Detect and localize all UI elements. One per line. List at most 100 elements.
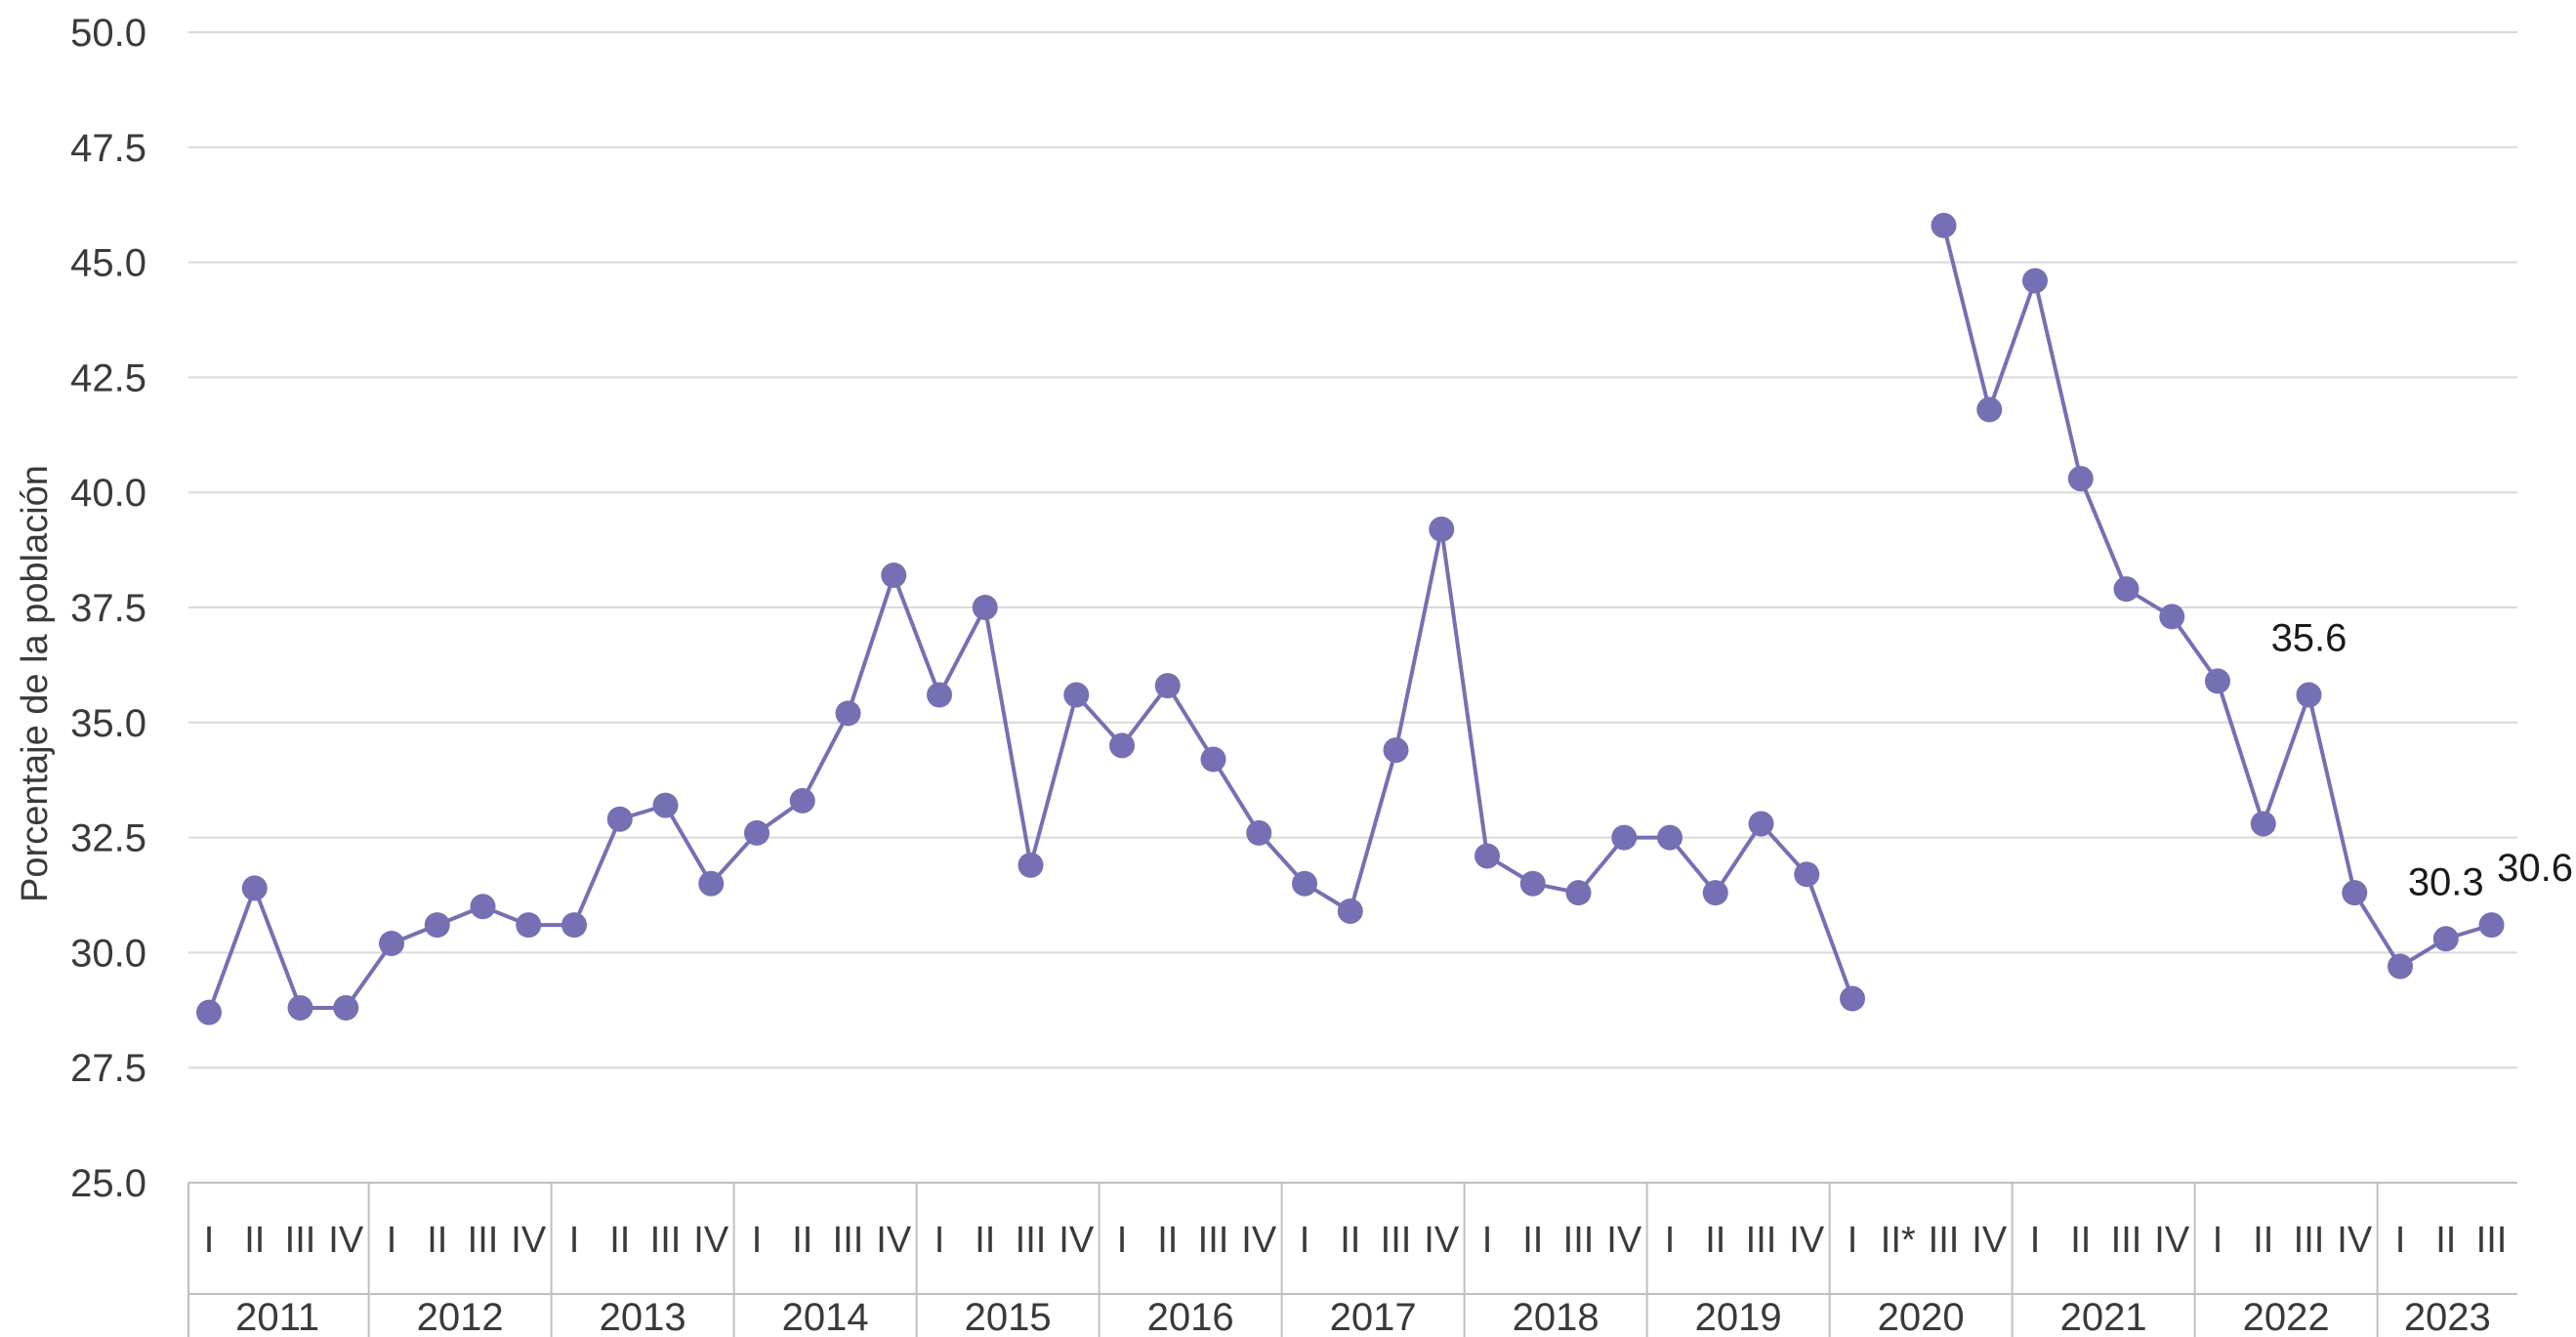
data-point — [1931, 212, 1957, 238]
data-point — [606, 806, 633, 832]
quarter-tick-label: I — [204, 1220, 215, 1261]
year-tick-label: 2016 — [1147, 1296, 1234, 1337]
y-tick-label: 37.5 — [70, 587, 146, 630]
data-point — [1748, 811, 1774, 837]
quarter-tick-label: I — [1117, 1220, 1128, 1261]
quarter-tick-label: IV — [1972, 1220, 2008, 1261]
quarter-tick-label: I — [1848, 1220, 1858, 1261]
data-point — [196, 999, 222, 1025]
data-label: 35.6 — [2271, 617, 2347, 660]
series-line-segment — [1941, 225, 2493, 969]
quarter-tick-label: III — [285, 1220, 316, 1261]
data-point — [1794, 861, 1820, 888]
data-point — [1611, 824, 1638, 851]
quarter-tick-label: III — [1746, 1220, 1777, 1261]
quarter-tick-label: II — [2070, 1220, 2091, 1261]
year-tick-label: 2023 — [2404, 1296, 2491, 1337]
data-point — [241, 875, 268, 901]
quarter-tick-label: II — [2253, 1220, 2273, 1261]
data-point — [881, 563, 907, 589]
data-point — [561, 912, 587, 939]
data-point — [1565, 880, 1592, 906]
series-line-segment — [207, 526, 1854, 1014]
quarter-tick-label: IV — [2337, 1220, 2373, 1261]
quarter-tick-label: III — [2294, 1220, 2325, 1261]
quarter-tick-label: II — [1705, 1220, 1725, 1261]
quarter-tick-label: II — [2435, 1220, 2456, 1261]
quarter-tick-label: II* — [1881, 1220, 1916, 1261]
data-point — [1475, 843, 1500, 869]
data-point — [1519, 870, 1546, 897]
data-point — [2342, 880, 2368, 906]
data-point — [470, 894, 496, 920]
y-axis-ticks: 25.0 27.5 30.0 32.5 35.0 37.5 40.0 42.5 45.0 47.5… — [70, 12, 146, 1205]
year-tick-label: 2017 — [1330, 1296, 1417, 1337]
y-tick-label: 40.0 — [70, 472, 146, 515]
quarter-tick-label: I — [387, 1220, 397, 1261]
y-tick-label: 35.0 — [70, 702, 146, 745]
quarter-tick-label: I — [1482, 1220, 1493, 1261]
y-tick-label: 42.5 — [70, 356, 146, 399]
data-point — [2113, 576, 2140, 603]
quarter-tick-label: IV — [1606, 1220, 1642, 1261]
data-point — [1383, 737, 1409, 764]
quarter-tick-label: II — [609, 1220, 630, 1261]
quarter-tick-label: IV — [328, 1220, 364, 1261]
data-point — [424, 912, 450, 939]
year-tick-label: 2013 — [600, 1296, 686, 1337]
year-tick-label: 2020 — [1878, 1296, 1965, 1337]
data-point — [927, 682, 952, 708]
quarter-tick-label: III — [1198, 1220, 1229, 1261]
quarter-tick-label: III — [1381, 1220, 1412, 1261]
data-point — [1154, 673, 1181, 699]
data-point — [972, 595, 998, 620]
quarter-tick-label: IV — [1059, 1220, 1095, 1261]
data-point — [1976, 397, 2003, 423]
quarter-tick-label: III — [1016, 1220, 1047, 1261]
data-label: 30.3 — [2408, 860, 2484, 903]
y-tick-label: 30.0 — [70, 932, 146, 975]
series-points — [196, 212, 2505, 1025]
data-point — [1063, 682, 1090, 708]
quarter-tick-label: III — [1929, 1220, 1960, 1261]
quarter-tick-label: II — [427, 1220, 447, 1261]
quarter-tick-label: III — [833, 1220, 864, 1261]
data-point — [835, 700, 861, 727]
year-tick-label: 2014 — [782, 1296, 869, 1337]
data-point — [2067, 466, 2094, 492]
year-tick-label: 2019 — [1695, 1296, 1782, 1337]
quarter-tick-label: IV — [693, 1220, 729, 1261]
data-point — [789, 787, 815, 814]
data-point — [2205, 668, 2230, 694]
quarter-tick-label: IV — [1789, 1220, 1825, 1261]
y-tick-label: 27.5 — [70, 1047, 146, 1090]
data-point — [2478, 912, 2505, 939]
year-tick-label: 2022 — [2243, 1296, 2330, 1337]
quarter-tick-label: III — [468, 1220, 499, 1261]
quarter-tick-label: IV — [2154, 1220, 2190, 1261]
data-point — [652, 792, 679, 818]
quarter-tick-label: II — [1340, 1220, 1360, 1261]
year-tick-label: 2021 — [2060, 1296, 2147, 1337]
quarter-tick-label: IV — [1424, 1220, 1460, 1261]
data-point — [516, 912, 542, 939]
quarter-tick-label: I — [2395, 1220, 2406, 1261]
year-tick-label: 2011 — [235, 1296, 319, 1337]
quarter-tick-label: III — [2476, 1220, 2508, 1261]
data-point — [2022, 268, 2048, 294]
quarter-tick-label: II — [792, 1220, 812, 1261]
y-tick-label: 50.0 — [70, 12, 146, 55]
quarter-tick-label: I — [935, 1220, 945, 1261]
data-point — [1429, 516, 1455, 542]
data-point — [2388, 953, 2413, 980]
y-tick-label: 32.5 — [70, 817, 146, 860]
data-point — [2250, 811, 2276, 837]
y-tick-label: 45.0 — [70, 242, 146, 285]
data-point — [2432, 926, 2459, 952]
quarter-tick-label: I — [752, 1220, 763, 1261]
data-point — [1840, 985, 1865, 1012]
quarter-tick-label: II — [244, 1220, 265, 1261]
data-point — [1018, 852, 1044, 878]
